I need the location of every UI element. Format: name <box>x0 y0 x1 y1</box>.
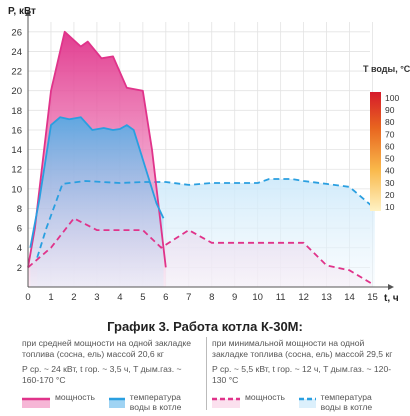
colorbar-tick-label: 100 <box>385 93 399 103</box>
colorbar-title: T воды, °C <box>363 64 410 74</box>
y-tick-label: 20 <box>11 86 22 97</box>
colorbar-tick-label: 90 <box>385 105 395 115</box>
legend-minimum-temp-label: температура воды в котле <box>320 392 373 412</box>
y-tick-label: 14 <box>11 145 22 156</box>
legend-left-panel: при средней мощности на одной закладке т… <box>22 338 200 412</box>
series-lines <box>27 30 376 285</box>
colorbar-tick-label: 30 <box>385 178 395 188</box>
series-line-minimum-power <box>27 217 373 285</box>
colorbar-tick-label: 50 <box>385 154 395 164</box>
legend-medium-temp-label: температура воды в котле <box>129 392 182 412</box>
x-tick-label: 4 <box>117 292 122 303</box>
series-areas <box>28 31 375 287</box>
chart-title: График 3. Работа котла К-30М: <box>107 319 303 334</box>
colorbar: 10 20 30 40 50 60 70 80 90 100 <box>370 92 399 212</box>
x-tick-label: 5 <box>140 292 145 303</box>
x-tick-label: 10 <box>252 292 263 303</box>
x-tick-label: 9 <box>232 292 237 303</box>
x-tick-label: 14 <box>344 292 355 303</box>
x-tick-label: 7 <box>186 292 191 303</box>
legend-medium-power: мощность <box>22 392 95 408</box>
legend-minimum-temp-swatch <box>299 397 316 408</box>
x-axis-title: t, ч <box>384 293 399 304</box>
x-tick-label: 3 <box>94 292 99 303</box>
y-tick-label: 22 <box>11 67 22 78</box>
colorbar-tick-label: 70 <box>385 129 395 139</box>
y-tick-label: 4 <box>17 243 22 254</box>
colorbar-tick-label: 40 <box>385 166 395 176</box>
legend-medium-temp: температура воды в котле <box>109 392 189 412</box>
legend-minimum-temp: температура воды в котле <box>299 392 383 412</box>
x-tick-label: 6 <box>163 292 168 303</box>
legend-medium-power-label: мощность <box>55 392 95 402</box>
y-tick-label: 12 <box>11 165 22 176</box>
series-line-medium-power <box>27 30 167 268</box>
x-tick-label: 15 <box>367 292 378 303</box>
colorbar-tick-label: 10 <box>385 202 395 212</box>
legend-medium-temp-swatch <box>109 397 125 408</box>
colorbar-gradient <box>370 92 381 211</box>
legend-divider <box>206 337 207 410</box>
legend-left-params: P ср. ~ 24 кВт, t гор. ~ 3,5 ч, T дым.га… <box>22 364 182 385</box>
legend-minimum-power-label: мощность <box>245 392 285 402</box>
legend-left-description: при средней мощности на одной закладке т… <box>22 338 191 359</box>
y-tick-label: 18 <box>11 106 22 117</box>
colorbar-tick-label: 20 <box>385 190 395 200</box>
x-tick-label: 1 <box>48 292 53 303</box>
legend-right-panel: при минимальной мощности на одной заклад… <box>212 338 398 412</box>
y-tick-label: 8 <box>17 204 22 215</box>
y-tick-label: 10 <box>11 184 22 195</box>
series-area-medium-temp <box>30 117 164 287</box>
x-tick-label: 0 <box>25 292 30 303</box>
y-axis-arrow <box>25 10 31 16</box>
x-tick-label: 11 <box>276 292 286 303</box>
y-tick-label: 24 <box>11 47 22 58</box>
x-tick-label: 8 <box>209 292 214 303</box>
colorbar-tick-label: 60 <box>385 141 395 151</box>
legend-minimum-power-swatch <box>212 397 240 408</box>
legend-minimum-power: мощность <box>212 392 285 408</box>
y-tick-label: 26 <box>11 27 22 38</box>
colorbar-tick-label: 80 <box>385 117 395 127</box>
legend-right-description: при минимальной мощности на одной заклад… <box>212 338 393 359</box>
y-tick-label: 6 <box>17 224 22 235</box>
legend-medium-power-swatch <box>22 397 50 408</box>
x-tick-label: 12 <box>298 292 309 303</box>
x-axis-arrow <box>388 284 394 290</box>
x-tick-label: 13 <box>321 292 332 303</box>
y-tick-label: 2 <box>17 263 22 274</box>
x-tick-label: 2 <box>71 292 76 303</box>
series-line-medium-temp <box>29 116 165 248</box>
y-tick-label: 16 <box>11 125 22 136</box>
y-axis-title: P, кВт <box>8 6 36 17</box>
legend-right-params: P ср. ~ 5,5 кВт, t гор. ~ 12 ч, T дым.га… <box>212 364 392 385</box>
